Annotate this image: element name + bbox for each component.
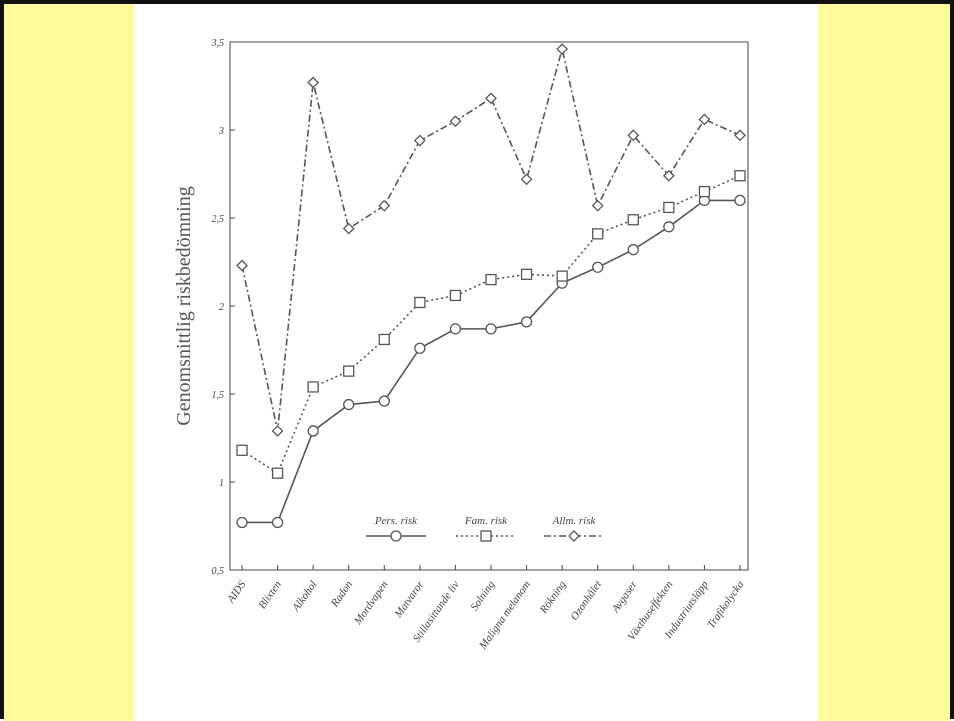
data-point-series-3 [591,199,604,212]
left-margin-band [4,4,134,721]
x-tick-label: Solning [468,578,497,613]
data-point-series-2 [449,289,462,302]
y-tick-label: 2,5 [212,214,225,225]
y-tick-label: 1 [219,478,224,489]
x-tick-label: Matvaror [392,578,427,620]
x-tick-label: Trafikolycka [705,578,747,630]
data-point-series-3 [734,129,746,142]
data-point-series-2 [307,381,319,393]
data-point-series-1 [592,261,604,273]
data-point-series-1 [520,316,533,328]
data-point-series-2 [556,270,568,282]
series-line-3 [241,48,741,432]
data-point-series-3 [449,115,462,128]
data-point-series-1 [378,395,390,407]
data-point-series-1 [307,425,319,437]
legend-marker [568,530,580,542]
x-tick-label: Mordvapen [351,578,391,627]
data-point-series-2 [734,170,746,182]
data-point-series-3 [236,259,248,272]
data-point-series-1 [734,194,746,207]
data-point-series-2 [663,201,675,214]
x-tick-label: Ozonhålet [568,578,604,623]
data-point-series-2 [378,333,390,346]
legend-marker [390,530,402,542]
data-point-series-3 [271,425,284,437]
data-point-series-3 [627,129,640,142]
data-point-series-2 [520,268,533,280]
data-point-series-1 [627,244,639,256]
x-tick-label: Blixten [256,578,284,611]
y-tick-label: 1,5 [212,390,225,401]
data-point-series-1 [236,516,248,529]
x-tick-label: AIDS [224,578,248,606]
data-point-series-2 [627,214,639,226]
data-point-series-1 [343,398,355,411]
legend-label: Pers. risk [374,515,418,527]
legend-marker [480,530,492,542]
legend-label: Allm. risk [552,515,597,527]
data-point-series-1 [485,323,497,335]
data-point-series-2 [414,296,426,309]
right-margin-band [818,4,950,721]
data-point-series-2 [271,467,284,479]
y-tick-label: 0,5 [212,566,225,577]
data-point-series-2 [343,365,355,377]
data-point-series-3 [378,199,391,212]
data-point-series-3 [698,113,711,126]
data-point-series-2 [698,185,711,198]
chart-scan-area: 0,5 1 1,5 2 2,5 3 3,5 Genomsnittlig riskbedömni… [134,4,818,721]
x-tick-label: Radon [328,578,355,610]
x-tick-label: Alkohol [290,579,320,615]
data-point-series-1 [449,323,462,335]
data-point-series-3 [520,173,533,186]
y-tick-label: 3,5 [211,38,225,49]
data-point-series-1 [271,516,284,529]
plot-frame [229,41,749,571]
y-tick-label: 2 [219,302,224,313]
line-chart: 0,5 1 1,5 2 2,5 3 3,5 Genomsnittlig riskbedömni… [173,38,749,652]
data-point-series-1 [414,342,426,354]
data-point-series-2 [236,444,248,456]
x-tick-label: Avgaser [609,578,640,615]
legend-label: Fam. risk [464,515,508,527]
data-point-series-1 [663,221,675,233]
y-tick-label: 3 [218,126,224,137]
data-point-series-3 [662,169,675,182]
data-point-series-3 [307,76,320,89]
x-tick-label: Rökning [537,578,569,616]
data-point-series-3 [556,43,569,55]
data-point-series-3 [485,92,497,105]
data-point-series-2 [592,228,604,240]
data-point-series-3 [413,134,426,147]
data-point-series-2 [485,273,497,286]
data-point-series-3 [342,222,355,235]
series-line-1 [242,199,740,524]
y-axis-label: Genomsnittlig riskbedömning [173,186,195,425]
